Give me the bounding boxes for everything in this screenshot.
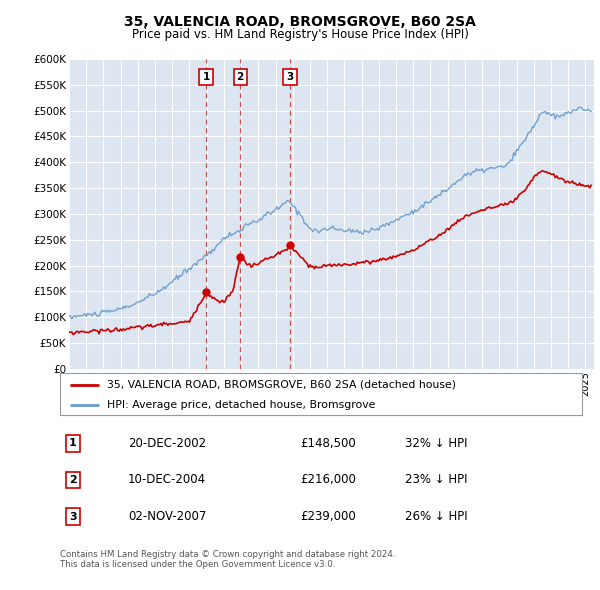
- Text: 1: 1: [69, 438, 77, 448]
- Text: 26% ↓ HPI: 26% ↓ HPI: [404, 510, 467, 523]
- Text: 35, VALENCIA ROAD, BROMSGROVE, B60 2SA (detached house): 35, VALENCIA ROAD, BROMSGROVE, B60 2SA (…: [107, 380, 456, 390]
- Text: 20-DEC-2002: 20-DEC-2002: [128, 437, 206, 450]
- Text: 35, VALENCIA ROAD, BROMSGROVE, B60 2SA: 35, VALENCIA ROAD, BROMSGROVE, B60 2SA: [124, 15, 476, 29]
- Text: 23% ↓ HPI: 23% ↓ HPI: [404, 473, 467, 486]
- Text: £148,500: £148,500: [300, 437, 356, 450]
- Text: 1: 1: [202, 72, 209, 82]
- Text: 3: 3: [286, 72, 293, 82]
- Text: £216,000: £216,000: [300, 473, 356, 486]
- Text: Contains HM Land Registry data © Crown copyright and database right 2024.
This d: Contains HM Land Registry data © Crown c…: [60, 550, 395, 569]
- Text: 3: 3: [69, 512, 77, 522]
- Text: 2: 2: [69, 475, 77, 485]
- Text: Price paid vs. HM Land Registry's House Price Index (HPI): Price paid vs. HM Land Registry's House …: [131, 28, 469, 41]
- Text: 02-NOV-2007: 02-NOV-2007: [128, 510, 206, 523]
- Text: HPI: Average price, detached house, Bromsgrove: HPI: Average price, detached house, Brom…: [107, 400, 376, 409]
- Text: 10-DEC-2004: 10-DEC-2004: [128, 473, 206, 486]
- Text: 2: 2: [236, 72, 244, 82]
- Text: £239,000: £239,000: [300, 510, 356, 523]
- Text: 32% ↓ HPI: 32% ↓ HPI: [404, 437, 467, 450]
